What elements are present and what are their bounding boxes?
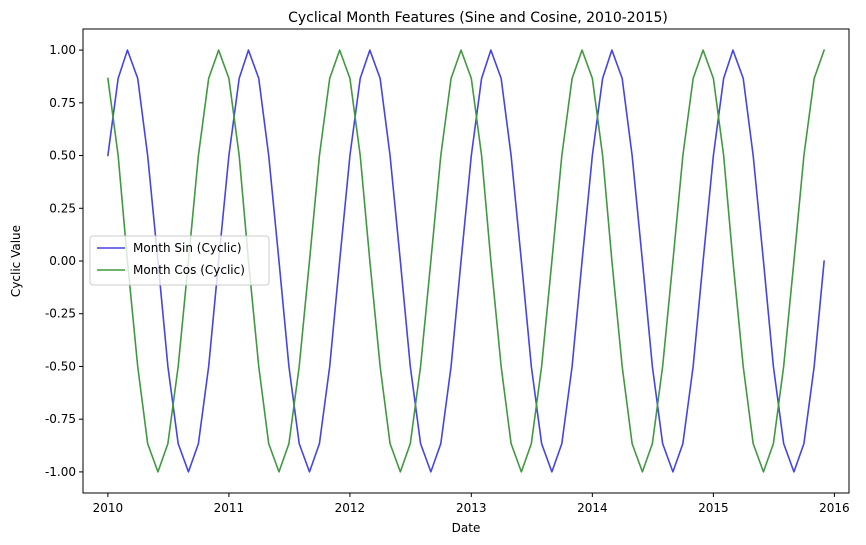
- y-tick-label: -0.50: [45, 359, 76, 373]
- y-tick-label: 0.25: [49, 201, 76, 215]
- y-tick-label: 0.75: [49, 96, 76, 110]
- y-tick-label: -0.75: [45, 412, 76, 426]
- x-tick-label: 2012: [335, 501, 366, 515]
- x-tick-label: 2016: [819, 501, 850, 515]
- series-layer: [107, 49, 825, 473]
- x-tick-label: 2013: [456, 501, 487, 515]
- x-tick-label: 2010: [93, 501, 124, 515]
- x-axis: 2010 2011 2012 2013 2014 2015 2016: [93, 493, 850, 515]
- y-axis-label: Cyclic Value: [9, 225, 23, 297]
- chart-title: Cyclical Month Features (Sine and Cosine…: [288, 10, 668, 26]
- series-line-sin: [107, 49, 825, 473]
- y-tick-label: 0.50: [49, 149, 76, 163]
- x-tick-label: 2011: [214, 501, 245, 515]
- legend-label-cos: Month Cos (Cyclic): [133, 263, 245, 277]
- legend: Month Sin (Cyclic) Month Cos (Cyclic): [89, 235, 270, 286]
- y-tick-label: -0.25: [45, 307, 76, 321]
- x-axis-label: Date: [452, 521, 481, 535]
- legend-box: [89, 235, 270, 286]
- y-tick-label: -1.00: [45, 465, 76, 479]
- y-tick-label: 0.00: [49, 254, 76, 268]
- x-tick-label: 2014: [577, 501, 608, 515]
- x-tick-label: 2015: [698, 501, 729, 515]
- legend-label-sin: Month Sin (Cyclic): [133, 241, 242, 255]
- y-axis: 1.00 0.75 0.50 0.25 0.00 -0.25 -0.50 -0.75 -1.00: [45, 43, 83, 479]
- y-tick-label: 1.00: [49, 43, 76, 57]
- series-line-cos: [107, 49, 825, 473]
